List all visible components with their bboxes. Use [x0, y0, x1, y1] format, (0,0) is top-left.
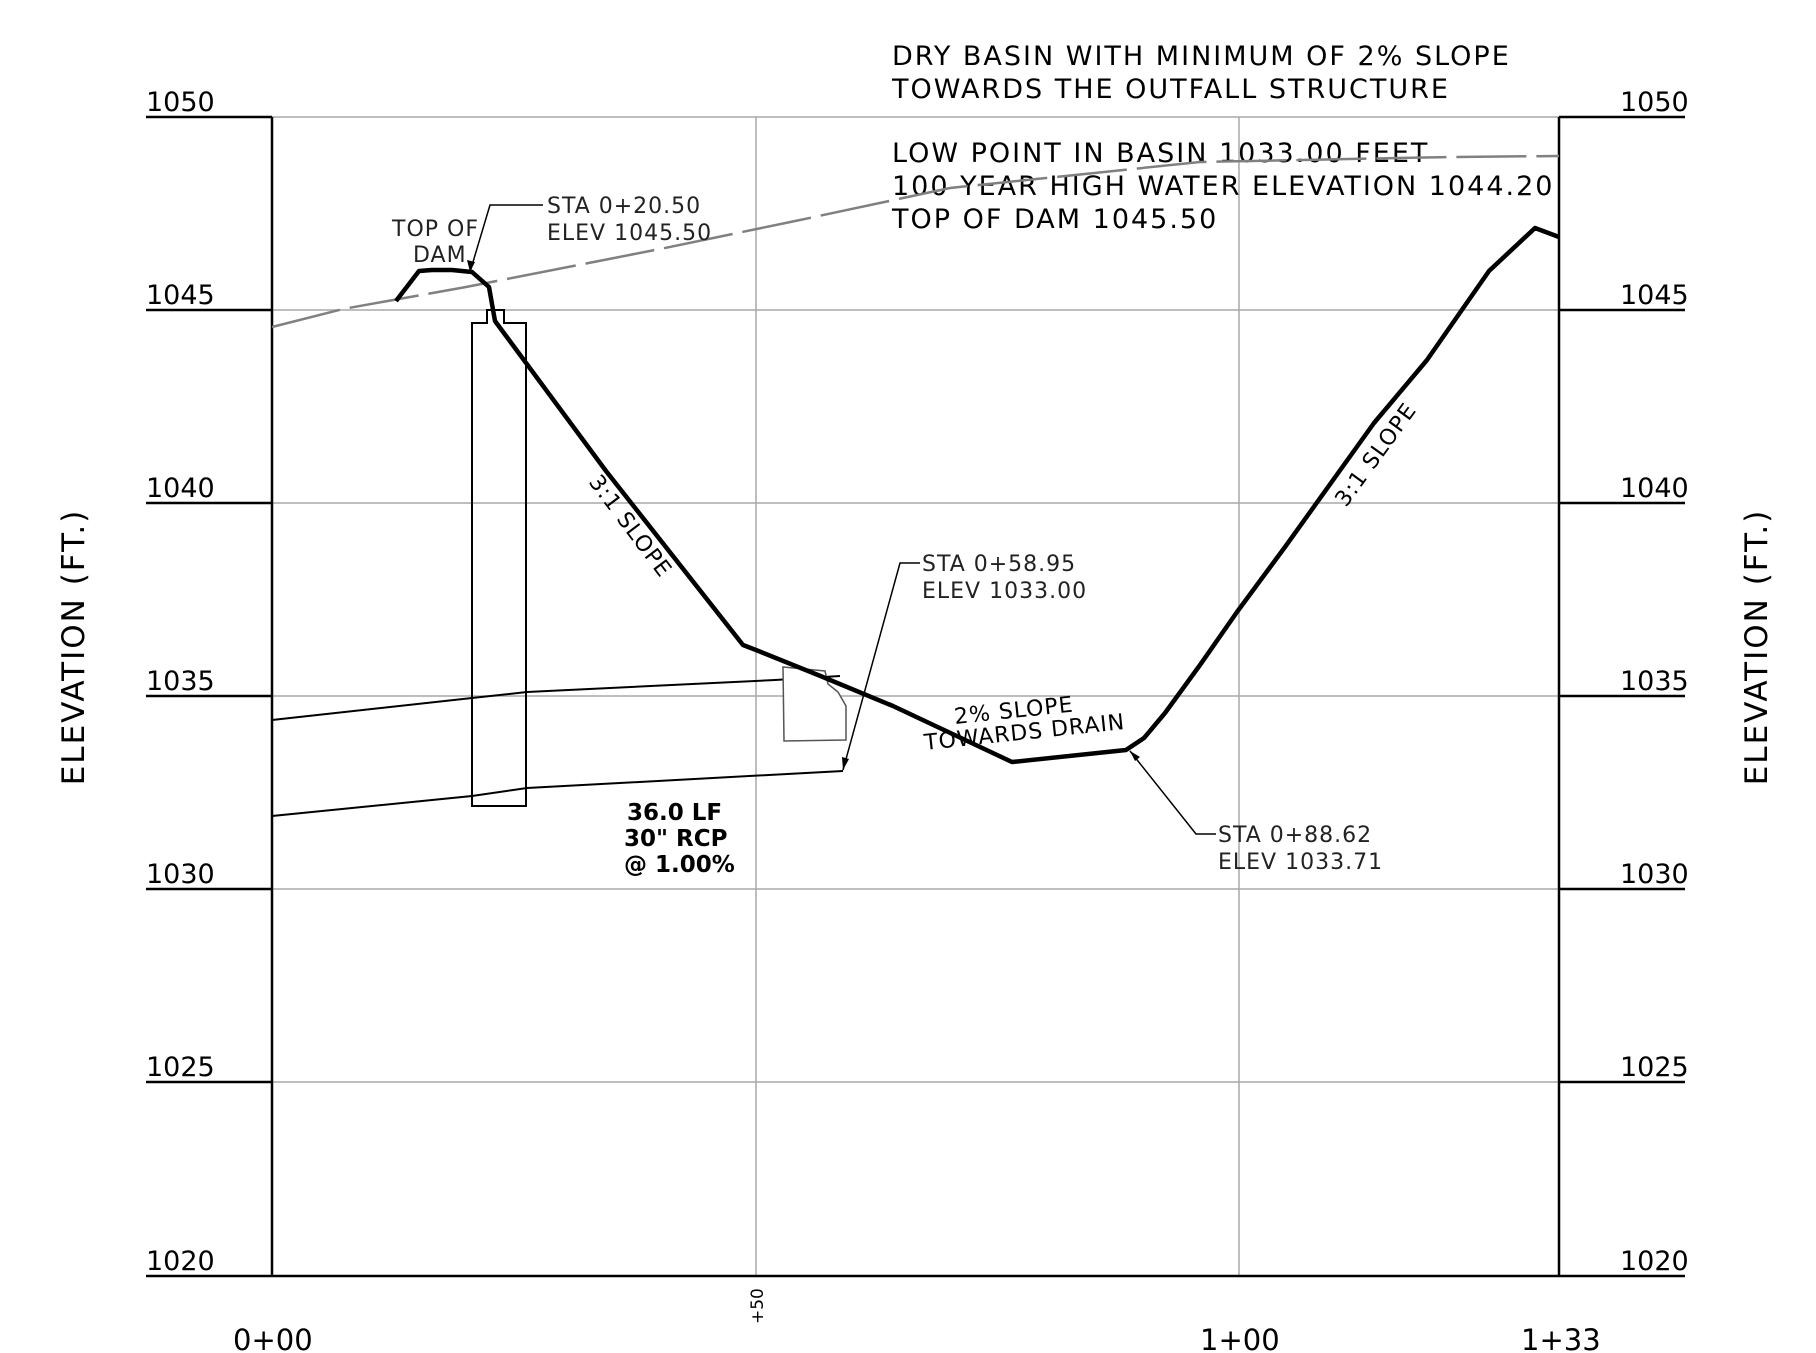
elev-label-left-1045: 1045	[146, 280, 215, 311]
slope-label-right: 3:1 SLOPE	[1331, 399, 1423, 512]
callout-c-elevation: ELEV 1033.71	[1218, 850, 1383, 875]
elevation-labels-left: 1050 1045 1040 1035 1030 1025 1020	[146, 87, 215, 1277]
elev-label-right-1030: 1030	[1620, 859, 1689, 890]
pipe-label: 36.0 LF 30" RCP @ 1.00%	[624, 800, 735, 878]
note-line-4: 100 YEAR HIGH WATER ELEVATION 1044.20	[892, 171, 1554, 202]
note-line-1: DRY BASIN WITH MINIMUM OF 2% SLOPE	[892, 41, 1511, 72]
high-water-line	[271, 154, 1560, 329]
slope-label-left: 3:1 SLOPE	[583, 471, 676, 583]
elev-label-left-1040: 1040	[146, 473, 215, 504]
callout-b-leader	[842, 562, 920, 771]
pipe	[271, 675, 844, 817]
axis-title-right: ELEVATION (FT.)	[1739, 509, 1775, 786]
callout-sta-c: STA 0+88.62 ELEV 1033.71	[1129, 750, 1383, 875]
callout-a-arrowhead	[467, 260, 475, 272]
elevation-labels-right: 1050 1045 1040 1035 1030 1025 1020	[1620, 87, 1689, 1277]
callout-b-station: STA 0+58.95	[922, 552, 1076, 577]
elev-label-left-1025: 1025	[146, 1052, 215, 1083]
callout-a-station: STA 0+20.50	[547, 194, 701, 219]
top-of-dam-line-1: TOP OF	[391, 217, 479, 242]
outfall-structure-outline	[471, 309, 527, 807]
station-labels: 0+00 +50 1+00 1+33	[233, 1288, 1601, 1353]
note-line-3: LOW POINT IN BASIN 1033.00 FEET	[892, 138, 1429, 169]
pipe-label-size: 30" RCP	[624, 826, 727, 852]
station-label-1-33: 1+33	[1521, 1323, 1601, 1353]
callout-a-leader	[469, 204, 543, 273]
pipe-top-line	[271, 675, 841, 721]
elev-label-left-1050: 1050	[146, 87, 215, 118]
elevation-ticks	[146, 115, 1685, 1084]
pipe-label-length: 36.0 LF	[627, 800, 722, 826]
note-line-5: TOP OF DAM 1045.50	[891, 204, 1218, 235]
callout-b-elevation: ELEV 1033.00	[922, 579, 1087, 604]
station-label-1-00: 1+00	[1200, 1323, 1280, 1353]
elev-label-right-1050: 1050	[1620, 87, 1689, 118]
headwall	[782, 666, 847, 742]
station-label-0-00: 0+00	[233, 1323, 313, 1353]
elev-label-right-1035: 1035	[1620, 666, 1689, 697]
station-label-plus-50: +50	[748, 1288, 768, 1324]
elev-label-right-1045: 1045	[1620, 280, 1689, 311]
callout-sta-b: STA 0+58.95 ELEV 1033.00	[842, 552, 1087, 771]
outfall-structure	[471, 309, 527, 807]
top-of-dam-line-2: DAM	[413, 243, 467, 268]
callout-a-elevation: ELEV 1045.50	[547, 221, 712, 246]
elev-label-right-1020: 1020	[1620, 1246, 1689, 1277]
elev-label-left-1030: 1030	[146, 859, 215, 890]
elev-label-right-1040: 1040	[1620, 473, 1689, 504]
notes-block: DRY BASIN WITH MINIMUM OF 2% SLOPE TOWAR…	[891, 41, 1554, 235]
ground-profile-line	[394, 225, 1560, 765]
pipe-invert-line	[271, 770, 844, 817]
grid	[272, 116, 1559, 1276]
callout-c-leader	[1129, 750, 1216, 835]
elev-label-left-1020: 1020	[146, 1246, 215, 1277]
pipe-label-grade: @ 1.00%	[624, 852, 735, 878]
elev-label-right-1025: 1025	[1620, 1052, 1689, 1083]
callout-c-arrowhead	[1130, 751, 1140, 761]
axis-title-left: ELEVATION (FT.)	[56, 509, 92, 786]
callout-b-arrowhead	[842, 757, 849, 770]
callout-c-station: STA 0+88.62	[1218, 823, 1372, 848]
top-of-dam-callout: TOP OF DAM	[391, 217, 479, 268]
callout-sta-a: STA 0+20.50 ELEV 1045.50	[467, 194, 712, 273]
note-line-2: TOWARDS THE OUTFALL STRUCTURE	[891, 74, 1450, 105]
elev-label-left-1035: 1035	[146, 666, 215, 697]
